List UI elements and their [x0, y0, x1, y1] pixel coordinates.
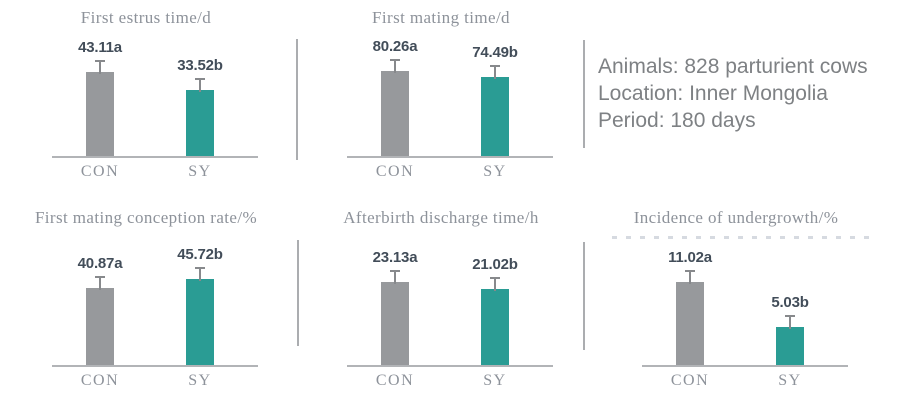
error-bar-cap: [390, 59, 400, 61]
error-bar-stem: [99, 60, 101, 74]
chart-title: First mating time/d: [372, 8, 510, 27]
bar-value-label: 80.26a: [372, 38, 418, 55]
error-bar-cap: [490, 65, 500, 67]
x-axis-line: [52, 365, 258, 367]
chart-first-mating-conception-rate: First mating conception rate/% 40.87a CON 4…: [0, 203, 292, 403]
error-bar-cap: [95, 276, 105, 278]
error-bar-cap: [195, 78, 205, 80]
chart-afterbirth-discharge-time: Afterbirth discharge time/h 23.13a CON 21.0…: [295, 203, 587, 403]
chart-title: First estrus time/d: [80, 8, 212, 27]
bar-value-label: 74.49b: [472, 44, 518, 61]
error-bar-cap: [390, 270, 400, 272]
category-label-sy: SY: [483, 372, 507, 389]
category-label-con: CON: [375, 372, 415, 389]
bar-sy: [776, 327, 804, 365]
info-line-animals: Animals: 828 parturient cows: [598, 55, 868, 78]
bar-value-label: 33.52b: [177, 57, 223, 74]
bar-sy: [481, 289, 509, 365]
error-bar-stem: [394, 270, 396, 284]
panel-divider: [297, 240, 299, 346]
error-bar-stem: [689, 270, 691, 284]
bar-sy: [186, 90, 214, 156]
panel-divider: [296, 39, 298, 160]
chart-first-mating-time: First mating time/d 80.26a CON 74.49b SY: [295, 0, 587, 200]
category-label-con: CON: [80, 163, 120, 180]
bar-value-label: 40.87a: [77, 255, 123, 272]
category-label-sy: SY: [188, 372, 212, 389]
bar-sy: [186, 279, 214, 365]
error-bar-stem: [789, 315, 791, 329]
bar-value-label: 21.02b: [472, 256, 518, 273]
bar-con: [381, 282, 409, 365]
info-line-location: Location: Inner Mongolia: [598, 82, 828, 105]
chart-title: Incidence of undergrowth/%: [633, 208, 839, 227]
error-bar-cap: [490, 277, 500, 279]
bar-sy: [481, 77, 509, 156]
bar-con: [86, 72, 114, 156]
bar-value-label: 43.11a: [78, 39, 122, 56]
category-label-sy: SY: [778, 372, 802, 389]
x-axis-line: [52, 156, 258, 158]
x-axis-line: [347, 156, 553, 158]
study-info-panel: Animals: 828 parturient cows Location: I…: [598, 53, 900, 134]
bar-con: [381, 71, 409, 156]
error-bar-stem: [199, 267, 201, 281]
category-label-con: CON: [375, 163, 415, 180]
error-bar-stem: [99, 276, 101, 290]
bar-value-label: 45.72b: [177, 246, 223, 263]
panel-divider: [583, 40, 585, 148]
chart-title: Afterbirth discharge time/h: [343, 208, 539, 227]
error-bar-stem: [494, 65, 496, 79]
panel-divider: [583, 242, 585, 350]
error-bar-cap: [195, 267, 205, 269]
error-bar-cap: [95, 60, 105, 62]
cropped-text-artifact: [612, 236, 878, 239]
x-axis-line: [642, 365, 848, 367]
bar-value-label: 5.03b: [771, 294, 809, 311]
error-bar-stem: [394, 59, 396, 73]
error-bar-stem: [494, 277, 496, 291]
bar-con: [86, 288, 114, 365]
category-label-con: CON: [80, 372, 120, 389]
error-bar-cap: [685, 270, 695, 272]
x-axis-line: [347, 365, 553, 367]
bar-value-label: 11.02a: [668, 249, 712, 266]
category-label-sy: SY: [188, 163, 212, 180]
chart-title: First mating conception rate/%: [34, 208, 258, 227]
category-label-sy: SY: [483, 163, 507, 180]
category-label-con: CON: [670, 372, 710, 389]
chart-first-estrus-time: First estrus time/d 43.11a CON 33.52b SY: [0, 0, 292, 200]
error-bar-stem: [199, 78, 201, 92]
error-bar-cap: [785, 315, 795, 317]
info-line-period: Period: 180 days: [598, 109, 756, 132]
chart-incidence-of-undergrowth: Incidence of undergrowth/% 11.02a CON 5.03b…: [590, 203, 882, 403]
bar-con: [676, 282, 704, 365]
bar-value-label: 23.13a: [372, 249, 418, 266]
